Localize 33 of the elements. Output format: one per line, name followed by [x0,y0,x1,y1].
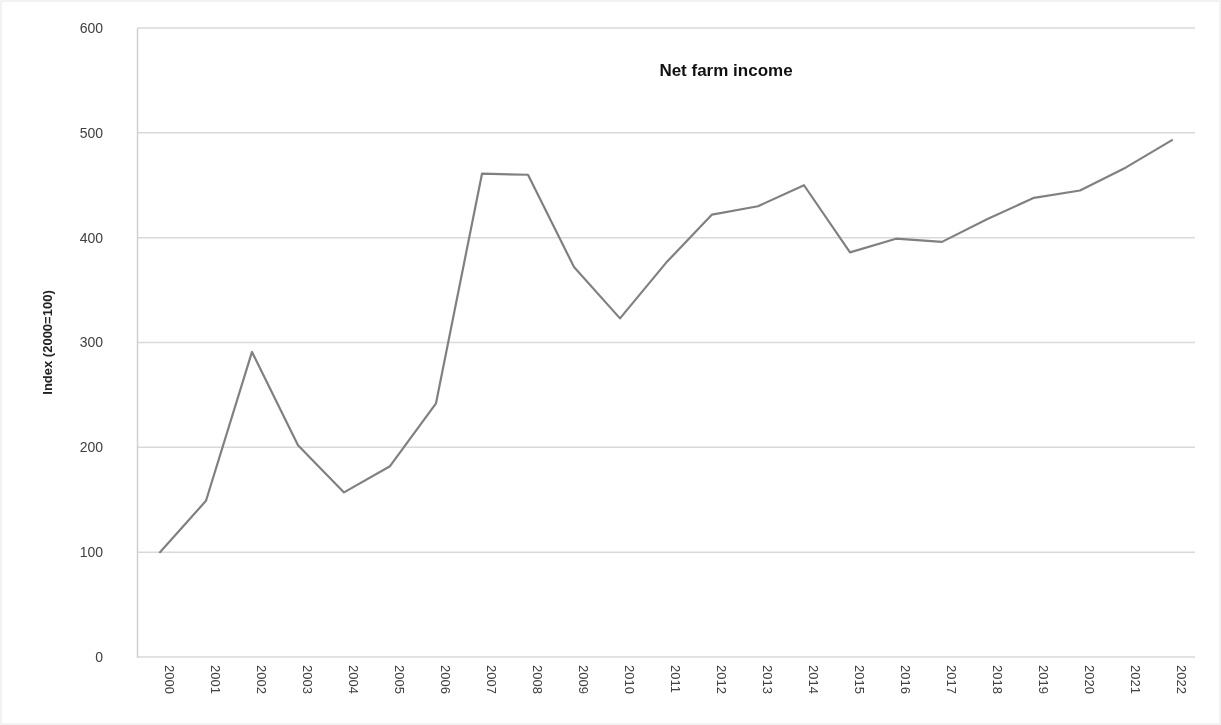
x-tick-label: 2019 [1036,665,1052,694]
y-tick-label: 100 [79,544,104,561]
y-tick-label: 0 [95,648,104,665]
x-tick-label: 2001 [208,665,224,694]
x-tick-label: 2008 [530,665,546,694]
y-tick-label: 200 [79,439,104,456]
x-tick-label: 2005 [392,665,408,694]
line-series [158,139,1174,554]
x-tick-label: 2017 [944,665,960,694]
y-tick-label: 400 [79,229,104,246]
x-tick-label: 2021 [1128,665,1144,694]
x-tick-label: 2010 [622,665,638,694]
y-tick-label: 600 [79,19,104,36]
x-tick-label: 2004 [346,665,362,694]
x-tick-label: 2012 [714,665,730,694]
x-tick-label: 2018 [990,665,1006,694]
x-tick-label: 2022 [1174,665,1190,694]
x-tick-label: 2000 [162,665,178,694]
x-tick-label: 2015 [852,665,868,694]
x-tick-label: 2020 [1082,665,1098,694]
x-tick-label: 2003 [300,665,316,694]
x-tick-label: 2014 [806,665,822,694]
y-tick-label: 300 [79,334,104,351]
x-tick-label: 2002 [254,665,270,694]
text: Net farm income [659,61,793,80]
y-tick-label: 500 [79,124,104,141]
x-tick-label: 2016 [898,665,914,694]
x-tick-label: 2006 [438,665,454,694]
x-tick-label: 2007 [484,665,500,694]
x-tick-label: 2013 [760,665,776,694]
x-tick-label: 2009 [576,665,592,694]
y-axis-title: Index (2000=100) [40,290,55,395]
x-tick-label: 2011 [668,665,684,693]
